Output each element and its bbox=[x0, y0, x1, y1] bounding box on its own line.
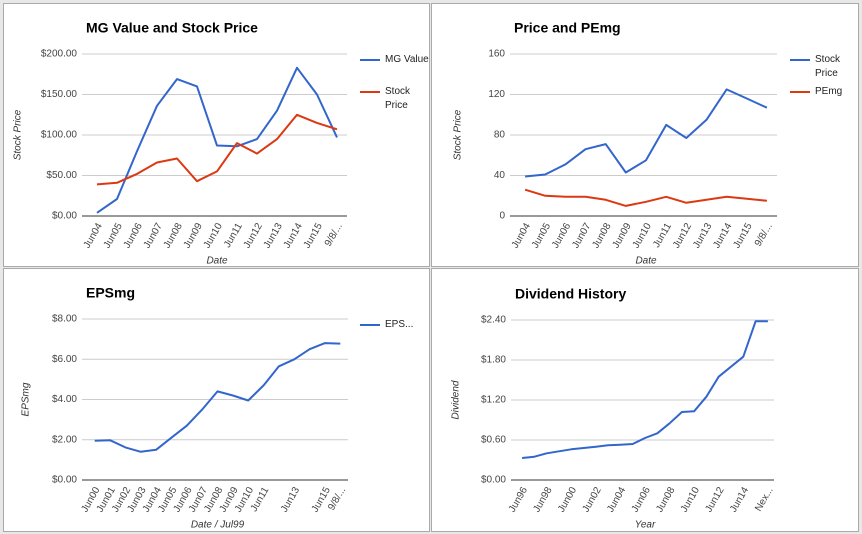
x-axis-title: Date bbox=[635, 256, 657, 267]
y-tick-label: $2.00 bbox=[52, 434, 77, 445]
legend-label: Stock Price bbox=[815, 54, 841, 79]
y-tick-label: $100.00 bbox=[41, 130, 78, 141]
series-line bbox=[94, 342, 341, 453]
legend-label: MG Value bbox=[385, 54, 429, 65]
y-tick-label: $0.60 bbox=[481, 435, 506, 446]
y-tick-label: 80 bbox=[494, 130, 506, 141]
y-axis-title: EPSmg bbox=[21, 382, 32, 416]
y-tick-label: $200.00 bbox=[41, 49, 78, 60]
y-tick-label: $0.00 bbox=[481, 475, 506, 486]
chart-title: Price and PEmg bbox=[514, 20, 621, 36]
y-axis-title: Dividend bbox=[451, 380, 462, 419]
series-line bbox=[525, 88, 768, 178]
legend-label: PEmg bbox=[815, 86, 843, 97]
y-tick-label: $8.00 bbox=[52, 314, 77, 325]
chart-title: Dividend History bbox=[515, 286, 626, 302]
y-tick-label: $50.00 bbox=[46, 170, 77, 181]
y-tick-label: 40 bbox=[494, 170, 506, 181]
series-line bbox=[524, 188, 767, 207]
series-line bbox=[521, 320, 768, 459]
series-line bbox=[96, 66, 338, 214]
y-tick-label: $6.00 bbox=[52, 354, 77, 365]
chart-title: MG Value and Stock Price bbox=[86, 20, 258, 36]
legend-label: Stock Price bbox=[385, 86, 411, 111]
y-tick-label: $2.40 bbox=[481, 315, 506, 326]
x-axis-title: Date / Jul99 bbox=[191, 520, 245, 531]
y-tick-label: $4.00 bbox=[52, 394, 77, 405]
y-tick-label: 160 bbox=[488, 49, 505, 60]
y-axis-title: Stock Price bbox=[13, 109, 24, 160]
legend-item: Stock Price bbox=[815, 54, 841, 79]
y-tick-label: $1.80 bbox=[481, 355, 506, 366]
y-tick-label: 120 bbox=[488, 89, 505, 100]
y-axis-title: Stock Price bbox=[453, 109, 464, 160]
legend-item: EPS... bbox=[385, 319, 414, 330]
chart-title: EPSmg bbox=[86, 285, 135, 301]
y-tick-label: $1.20 bbox=[481, 395, 506, 406]
x-axis-title: Date bbox=[206, 256, 228, 267]
y-tick-label: $0.00 bbox=[52, 475, 77, 486]
legend-label: EPS... bbox=[385, 319, 414, 330]
y-tick-label: $150.00 bbox=[41, 89, 78, 100]
legend-item: PEmg bbox=[815, 86, 843, 97]
legend-item: Stock Price bbox=[385, 86, 411, 111]
y-tick-label: $0.00 bbox=[52, 211, 77, 222]
legend-item: MG Value bbox=[385, 54, 429, 65]
y-tick-label: 0 bbox=[499, 211, 505, 222]
series-line bbox=[96, 113, 338, 186]
x-axis-title: Year bbox=[635, 520, 656, 531]
